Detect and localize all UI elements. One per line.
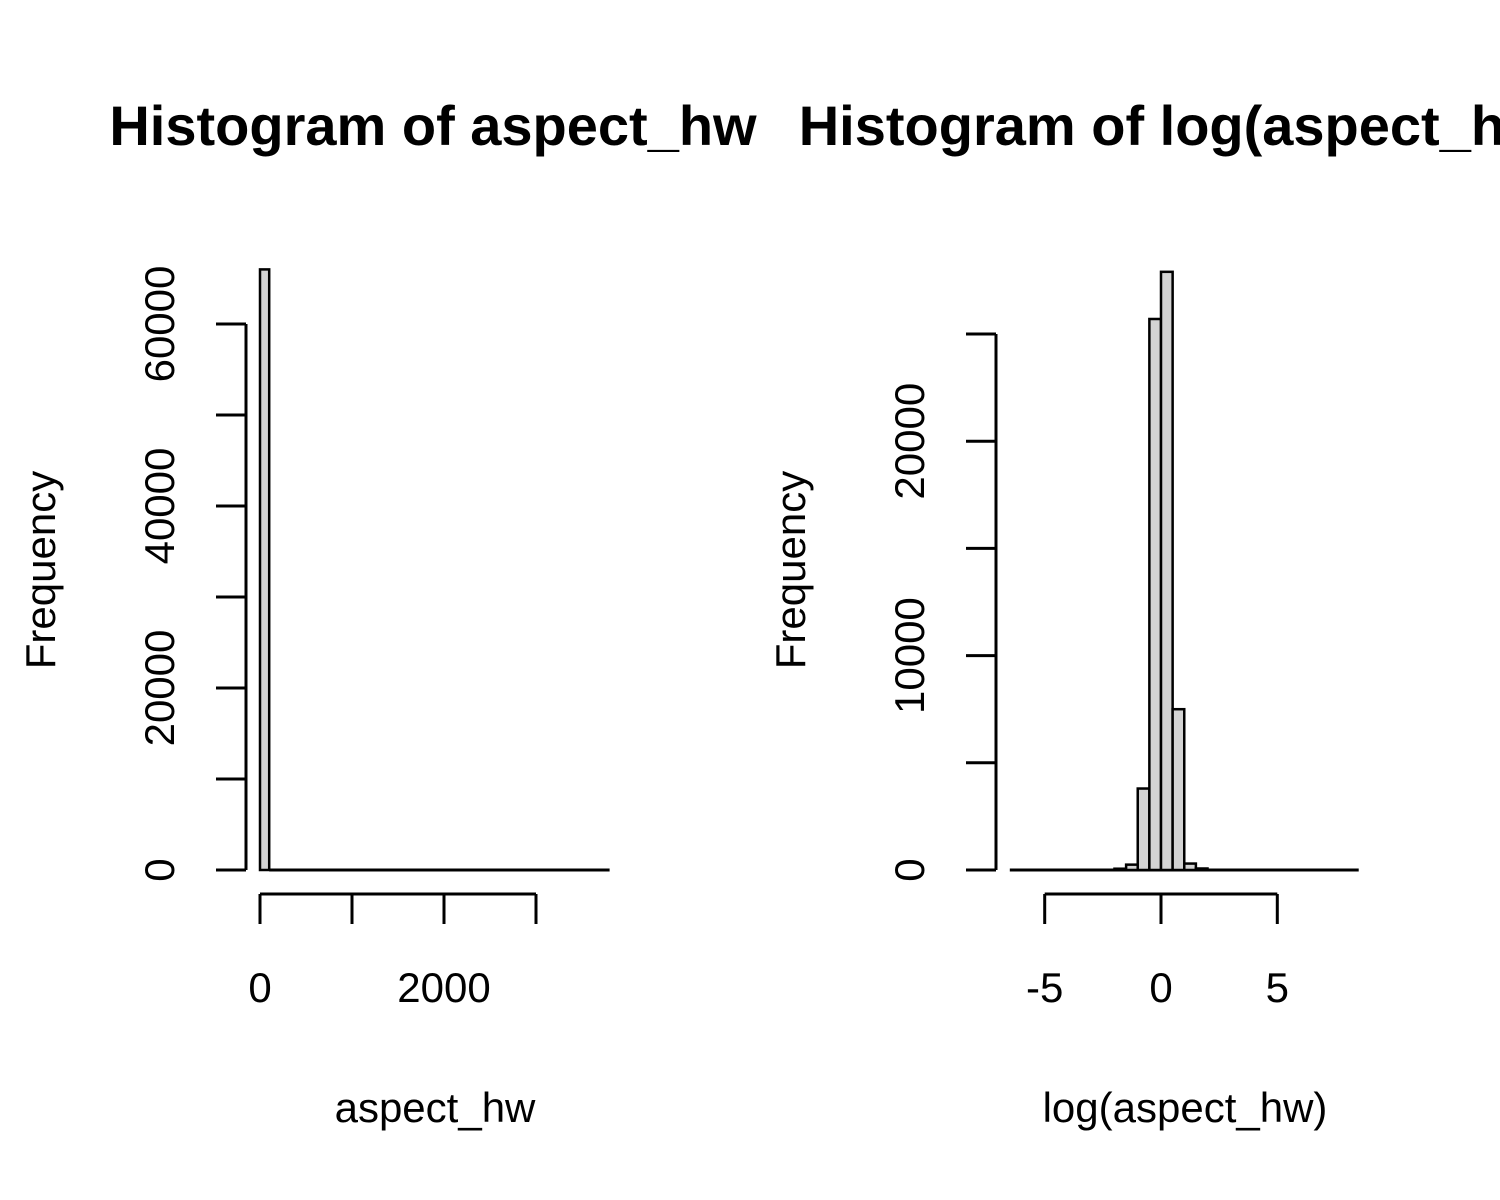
left-x-tick-label: 2000 xyxy=(397,964,490,1011)
right-chart-title: Histogram of log(aspect_hw) xyxy=(799,94,1500,157)
right-x-axis-label: log(aspect_hw) xyxy=(1043,1084,1328,1131)
right-x-tick-label: 0 xyxy=(1149,964,1172,1011)
left-x-tick-label: 0 xyxy=(248,964,271,1011)
left-y-tick-label: 20000 xyxy=(136,630,183,747)
right-histogram-bar xyxy=(1136,787,1151,872)
left-y-tick-label: 60000 xyxy=(136,266,183,383)
left-histogram-bar xyxy=(258,268,271,872)
right-y-tick-label: 0 xyxy=(886,858,933,881)
left-y-axis-label: Frequency xyxy=(17,471,64,669)
right-bars xyxy=(1009,270,1359,872)
right-histogram-bar xyxy=(1148,317,1163,872)
right-x-tick-label: 5 xyxy=(1266,964,1289,1011)
left-y-tick-label: 0 xyxy=(136,858,183,881)
right-histogram-bar xyxy=(1183,862,1198,872)
right-x-axis: -5 0 5 xyxy=(1026,892,1289,1011)
right-y-tick-label: 20000 xyxy=(886,383,933,500)
right-y-tick-label: 10000 xyxy=(886,597,933,714)
right-y-axis-label: Frequency xyxy=(767,471,814,669)
left-histogram-panel: Histogram of aspect_hw aspect_hw Frequen… xyxy=(17,94,757,1131)
left-x-axis: 0 2000 xyxy=(248,892,538,1011)
left-chart-title: Histogram of aspect_hw xyxy=(109,94,757,157)
left-y-axis: 0 20000 40000 60000 xyxy=(136,266,248,882)
right-histogram-bar xyxy=(1159,270,1174,872)
right-histogram-bar xyxy=(1194,867,1209,872)
right-histogram-panel: Histogram of log(aspect_hw) log(aspect_h… xyxy=(767,94,1500,1131)
left-bars xyxy=(258,268,610,872)
right-histogram-bar xyxy=(1113,867,1128,872)
right-x-tick-label: -5 xyxy=(1026,964,1063,1011)
right-y-axis: 0 10000 20000 xyxy=(886,332,998,882)
right-histogram-bar xyxy=(1124,863,1139,872)
left-y-tick-label: 40000 xyxy=(136,448,183,565)
right-histogram-bar xyxy=(1171,707,1186,872)
left-x-axis-label: aspect_hw xyxy=(335,1084,536,1131)
